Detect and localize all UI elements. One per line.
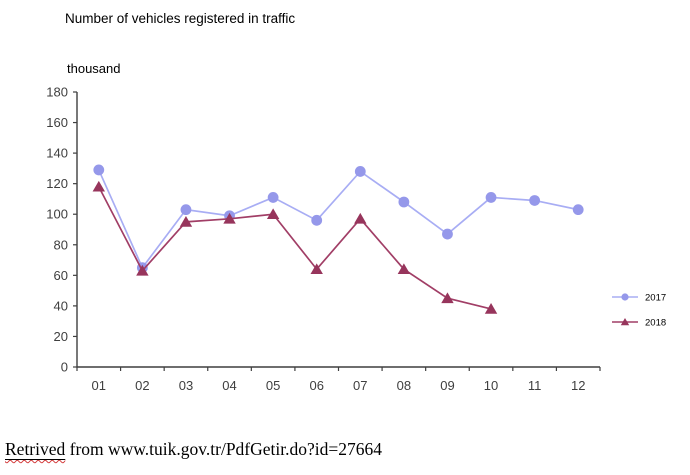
data-point-2017 — [398, 196, 410, 208]
legend-item-2018: 2018 — [612, 318, 666, 329]
x-tick-label: 06 — [309, 378, 323, 393]
data-point-2017 — [485, 192, 497, 203]
x-tick-label: 12 — [571, 378, 585, 393]
x-tick-label: 03 — [179, 378, 193, 393]
x-tick-label: 02 — [135, 378, 149, 393]
data-point-2018 — [266, 208, 280, 220]
legend-marker-2017 — [621, 293, 629, 301]
y-tick-label: 180 — [46, 85, 68, 100]
data-point-2017 — [93, 164, 105, 176]
citation-line: Retrived from www.tuik.gov.tr/PdfGetir.d… — [5, 439, 382, 460]
series-2017 — [93, 164, 584, 274]
y-tick-label: 80 — [54, 237, 68, 252]
legend: 2017 2018 — [612, 293, 666, 329]
y-tick-label: 120 — [46, 176, 68, 191]
x-tick-label: 07 — [353, 378, 367, 393]
y-tick-label: 100 — [46, 207, 68, 222]
data-point-2018 — [310, 263, 323, 275]
axes — [76, 92, 600, 368]
x-tick-label: 08 — [397, 378, 411, 393]
data-point-2018 — [179, 215, 193, 227]
citation-misspelled-word: Retrived — [5, 439, 66, 459]
data-point-2017 — [180, 204, 192, 216]
series-line-2018 — [98, 186, 492, 310]
data-point-2018 — [223, 212, 236, 224]
axis-lines — [76, 92, 600, 368]
data-point-2018 — [397, 263, 411, 275]
x-tick-label: 01 — [92, 378, 106, 393]
chart-title: Number of vehicles registered in traffic — [65, 11, 296, 26]
citation-source-text: from www.tuik.gov.tr/PdfGetir.do?id=2766… — [65, 439, 383, 459]
y-tick-label: 60 — [54, 268, 68, 283]
y-tick-label: 40 — [54, 298, 68, 313]
data-point-2017 — [354, 166, 366, 177]
data-point-2017 — [311, 214, 323, 226]
y-axis: 0 20 40 60 80 100 120 140 160 180 — [46, 85, 77, 375]
data-point-2017 — [572, 204, 584, 216]
legend-marker-2018 — [620, 318, 630, 326]
data-point-2017 — [267, 192, 279, 203]
y-tick-label: 140 — [46, 146, 68, 161]
spellcheck-squiggle: Retrived — [5, 439, 65, 459]
y-tick-label: 20 — [54, 329, 68, 344]
data-point-2018 — [92, 180, 105, 192]
series-line-2017 — [98, 169, 579, 270]
data-point-2017 — [529, 195, 541, 206]
y-axis-units-label: thousand — [67, 61, 121, 76]
data-point-2018 — [484, 303, 498, 314]
x-tick-label: 09 — [440, 378, 454, 393]
data-point-2017 — [442, 228, 453, 240]
x-tick-label: 04 — [222, 378, 236, 393]
data-point-2018 — [354, 212, 367, 224]
x-axis: 01 02 03 04 05 06 07 08 09 10 11 12 — [76, 367, 601, 393]
legend-item-2017: 2017 — [612, 293, 666, 304]
data-point-2018 — [441, 292, 454, 304]
series-2018 — [92, 180, 498, 314]
y-tick-label: 0 — [61, 360, 68, 375]
x-tick-label: 11 — [528, 378, 542, 393]
legend-label-2017: 2017 — [645, 293, 666, 304]
y-tick-label: 160 — [46, 115, 68, 130]
legend-label-2018: 2018 — [645, 318, 666, 329]
x-tick-label: 10 — [484, 378, 498, 393]
data-point-2018 — [136, 264, 149, 276]
x-tick-label: 05 — [266, 378, 280, 393]
